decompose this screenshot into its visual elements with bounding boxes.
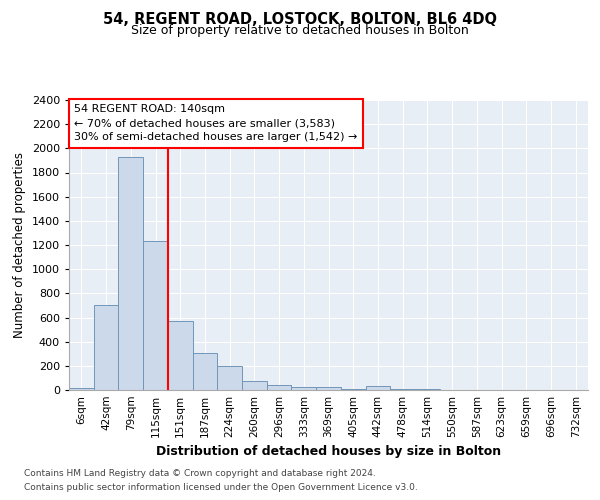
Bar	[341, 388, 365, 390]
X-axis label: Distribution of detached houses by size in Bolton: Distribution of detached houses by size …	[156, 446, 501, 458]
Bar	[365, 386, 390, 390]
Text: Contains HM Land Registry data © Crown copyright and database right 2024.: Contains HM Land Registry data © Crown c…	[24, 468, 376, 477]
Bar	[118, 157, 143, 390]
Text: 54 REGENT ROAD: 140sqm
← 70% of detached houses are smaller (3,583)
30% of semi-: 54 REGENT ROAD: 140sqm ← 70% of detached…	[74, 104, 358, 142]
Text: Size of property relative to detached houses in Bolton: Size of property relative to detached ho…	[131, 24, 469, 37]
Bar	[242, 381, 267, 390]
Bar	[94, 306, 118, 390]
Text: Contains public sector information licensed under the Open Government Licence v3: Contains public sector information licen…	[24, 484, 418, 492]
Bar	[267, 386, 292, 390]
Bar	[168, 321, 193, 390]
Bar	[316, 386, 341, 390]
Bar	[143, 242, 168, 390]
Text: 54, REGENT ROAD, LOSTOCK, BOLTON, BL6 4DQ: 54, REGENT ROAD, LOSTOCK, BOLTON, BL6 4D…	[103, 12, 497, 28]
Bar	[217, 366, 242, 390]
Y-axis label: Number of detached properties: Number of detached properties	[13, 152, 26, 338]
Bar	[193, 353, 217, 390]
Bar	[69, 388, 94, 390]
Bar	[292, 386, 316, 390]
